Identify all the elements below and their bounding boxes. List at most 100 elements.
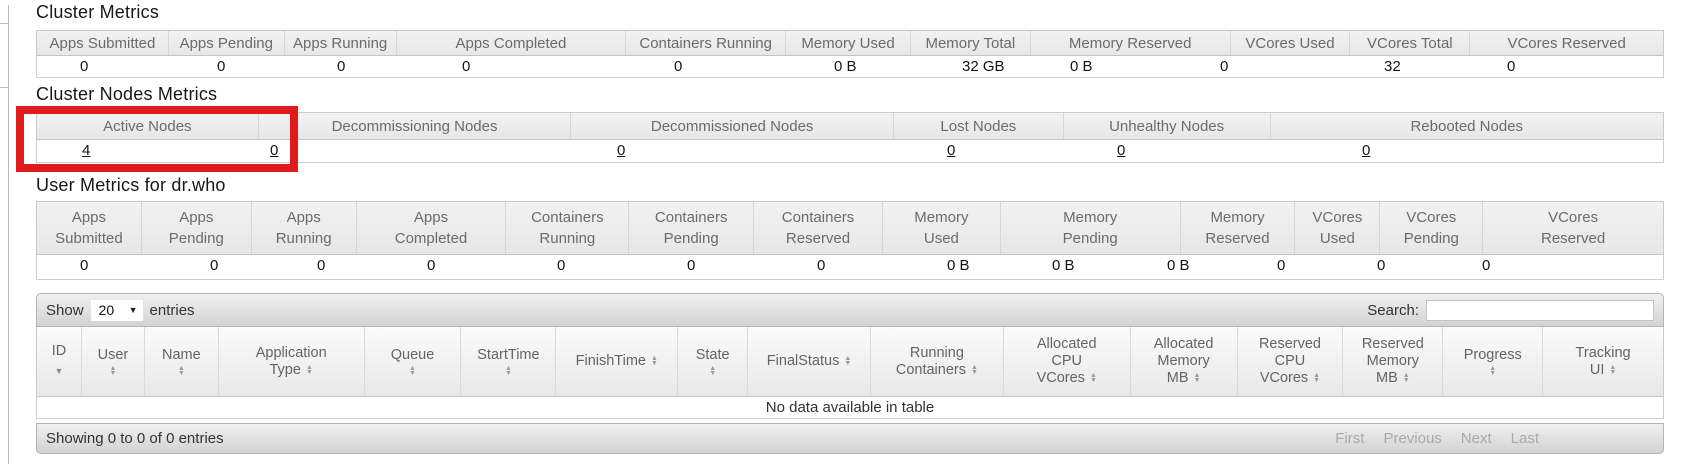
show-label: Show (46, 301, 84, 319)
metric-value: 0 B (834, 58, 857, 75)
search-control: Search: (1367, 299, 1654, 321)
pagination-button[interactable]: Previous (1383, 430, 1442, 447)
column-header[interactable]: Allocated CPU VCores (1002, 327, 1130, 396)
metric-value: 0 B (947, 257, 970, 274)
metric-value: 0 (687, 257, 696, 274)
column-header: Containers Running (625, 31, 785, 55)
sort-icon (1194, 373, 1201, 383)
column-header[interactable]: FinalStatus (747, 327, 870, 396)
column-header: Apps Running (250, 202, 356, 254)
active-nodes-highlight-annotation (16, 106, 298, 172)
sort-icon (306, 365, 313, 375)
node-metric-link[interactable]: 4 (82, 142, 91, 159)
page-size-control: Show 20 ▼ entries (46, 299, 195, 321)
column-label: Reserved Memory MB (1361, 336, 1424, 386)
column-label: State (695, 347, 730, 363)
column-header: Containers Reserved (753, 202, 882, 254)
metric-value: 0 (674, 58, 683, 75)
column-header[interactable]: Tracking UI (1542, 327, 1663, 396)
metric-value: 0 (1482, 257, 1491, 274)
column-header: VCores Reserved (1469, 31, 1663, 55)
column-header: Decommissioning Nodes (257, 113, 571, 139)
pagination-button[interactable]: Next (1460, 430, 1492, 447)
column-header: Memory Total (909, 31, 1030, 55)
column-header: Apps Pending (167, 31, 284, 55)
column-label: Running Containers (895, 344, 966, 378)
search-input[interactable] (1426, 299, 1654, 321)
cluster-nodes-header-row: Active Nodes Decommissioning Nodes Decommi… (36, 112, 1664, 140)
column-header: VCores Reserved (1482, 202, 1663, 254)
metric-value: 0 (210, 257, 219, 274)
user-metrics-value-row: 0 0 0 0 0 0 0 0 B 0 B 0 B 0 0 0 (36, 255, 1664, 280)
pagination-button[interactable]: First (1335, 430, 1365, 447)
page-size-select[interactable]: 20 ▼ (90, 299, 143, 321)
pagination-button[interactable]: Last (1510, 430, 1539, 447)
column-header[interactable]: FinishTime (555, 327, 677, 396)
column-header[interactable]: Application Type (217, 327, 364, 396)
node-metric-link[interactable]: 0 (270, 142, 279, 159)
cluster-metrics-value-row: 0 0 0 0 0 0 B 32 GB 0 B 0 32 0 (36, 56, 1664, 78)
node-metric-link[interactable]: 0 (617, 142, 626, 159)
node-metric-link[interactable]: 0 (1362, 142, 1371, 159)
datatable-footer: Showing 0 to 0 of 0 entries First Previou… (36, 423, 1664, 454)
sort-icon (52, 362, 67, 380)
metric-value: 0 (337, 58, 346, 75)
column-label: Progress (1463, 347, 1522, 363)
column-label: Name (161, 347, 201, 363)
column-header: Apps Completed (395, 31, 626, 55)
column-header[interactable]: Name (143, 327, 218, 396)
column-header[interactable]: ID (37, 327, 81, 396)
column-header[interactable]: Reserved Memory MB (1342, 327, 1442, 396)
column-header[interactable]: Progress (1442, 327, 1542, 396)
metric-value: 0 (80, 257, 89, 274)
metric-value: 0 B (1052, 257, 1075, 274)
metric-value: 32 (1384, 58, 1401, 75)
column-label: Tracking UI (1575, 344, 1631, 378)
sort-icon (844, 356, 851, 366)
column-label: StartTime (477, 347, 540, 363)
column-header: VCores Total (1349, 31, 1469, 55)
column-header[interactable]: StartTime (460, 327, 555, 396)
metric-value: 0 (1377, 257, 1386, 274)
metric-value: 0 (217, 58, 226, 75)
node-metric-link[interactable]: 0 (1117, 142, 1126, 159)
column-header: VCores Pending (1379, 202, 1482, 254)
sort-icon (1313, 373, 1320, 383)
left-nav-tick (0, 87, 9, 88)
column-header: VCores Used (1229, 31, 1350, 55)
sort-icon (651, 356, 658, 366)
cluster-nodes-value-row: 4 0 0 0 0 0 (36, 140, 1664, 163)
applications-table-header-row: ID User Name Application Type Queue Star… (36, 327, 1664, 397)
column-header[interactable]: User (80, 327, 144, 396)
column-header: Decommissioned Nodes (570, 113, 893, 139)
node-metric-link[interactable]: 0 (947, 142, 956, 159)
sort-icon (391, 366, 435, 376)
column-header[interactable]: Running Containers (869, 327, 1003, 396)
sort-icon (477, 366, 539, 376)
entries-summary: Showing 0 to 0 of 0 entries (46, 430, 224, 447)
column-header: Containers Running (505, 202, 628, 254)
column-header: Apps Pending (140, 202, 251, 254)
column-header: Apps Submitted (55, 209, 123, 247)
column-header: Memory Reserved (1179, 202, 1295, 254)
sort-icon (1464, 366, 1522, 376)
sort-icon (1403, 373, 1410, 383)
column-header: Memory Pending (999, 202, 1180, 254)
dropdown-caret-icon: ▼ (128, 305, 138, 315)
search-label: Search: (1367, 301, 1419, 319)
metric-value: 0 (1220, 58, 1229, 75)
empty-table-message: No data available in table (36, 397, 1664, 419)
column-header: Unhealthy Nodes (1062, 113, 1270, 139)
column-header: Apps Running (283, 31, 396, 55)
metric-value: 0 B (1070, 58, 1093, 75)
pagination: First Previous Next Last (1316, 424, 1539, 454)
column-header[interactable]: Allocated Memory MB (1129, 327, 1237, 396)
column-header: Apps Submitted (49, 34, 156, 52)
column-header[interactable]: Queue (363, 327, 461, 396)
metric-value: 0 (462, 58, 471, 75)
column-header[interactable]: State (677, 327, 747, 396)
user-metrics-heading: User Metrics for dr.who (36, 175, 226, 195)
column-header: Memory Used (785, 31, 910, 55)
column-header[interactable]: Reserved CPU VCores (1236, 327, 1343, 396)
